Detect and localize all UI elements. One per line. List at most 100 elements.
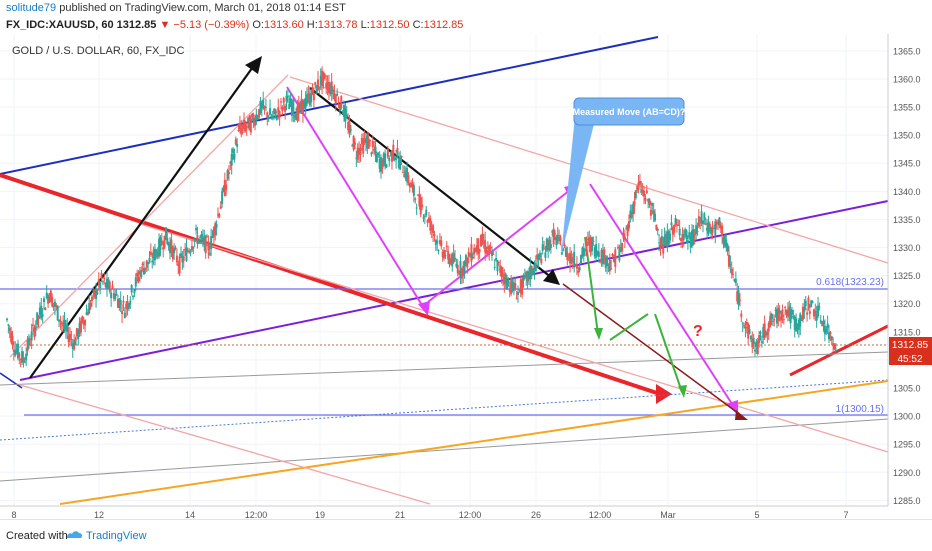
candle-body [389,152,392,154]
candle-body [374,146,377,154]
candle-body [136,272,139,277]
candle-body [725,239,728,248]
candle-body [33,327,36,337]
black-arrow-up[interactable] [29,63,256,379]
pink-channel-left[interactable] [9,74,289,358]
pink-channel-lower[interactable] [19,384,431,505]
candle-body [63,319,66,330]
candle-body [515,298,518,300]
candle-body [723,235,726,247]
maroon-projection[interactable] [562,283,743,417]
candle-body [171,246,174,260]
candle-body [552,228,555,245]
candle-body [206,236,209,238]
candle-body [506,280,509,290]
magenta-leg-1[interactable] [286,86,426,311]
candle-body [173,248,176,254]
candle-body [79,320,82,333]
pink-channel-mid[interactable] [139,223,889,453]
candle-body [144,267,147,270]
candle-body [241,124,244,128]
candle-body [311,86,314,95]
candle-body [121,311,124,315]
candle-body [675,223,678,226]
candle-body [800,320,803,322]
candle-body [293,114,296,118]
candle-body [481,233,484,243]
black-arrow-down[interactable] [309,87,553,279]
countdown-badge: 45:52 [889,351,932,365]
time-tick-label: 5 [754,510,759,519]
candle-body [748,329,751,334]
author-link[interactable]: solitude79 [6,2,57,14]
candle-body [253,121,256,126]
candle-body [618,249,621,261]
candle-body [612,258,615,262]
time-tick-label: 8 [11,510,16,519]
purple-trendline[interactable] [19,200,889,381]
candle-body [162,247,165,250]
candle-body [15,349,18,352]
price-tick-label: 1285.0 [893,496,921,506]
time-tick-label: 7 [843,510,848,519]
candle-body [475,245,478,253]
candle-body [384,153,387,167]
red-short-line[interactable] [789,324,889,377]
candle-body [203,236,206,245]
blue-dotted-line[interactable] [0,379,889,441]
candle-body [470,244,473,262]
candle-body [297,102,300,114]
candle-body [801,306,804,320]
lower-blue-segment[interactable] [0,372,23,389]
candle-body [544,252,547,258]
candle-body [525,271,528,279]
candle-body [248,116,251,131]
candle-body [578,267,581,271]
time-axis[interactable]: 8 12 14 12:00 19 21 12:00 26 12:00 Mar 5 7 [11,510,848,519]
candle-body [397,159,400,168]
candle-body [655,224,658,230]
magenta-leg-2[interactable] [427,189,571,303]
candle-body [316,79,319,90]
candle-body [488,245,491,255]
candle-body [754,349,757,352]
magenta-leg-3[interactable] [589,183,735,408]
candle-body [663,236,666,246]
candle-body [644,197,647,201]
grey-line-1[interactable] [0,351,889,386]
candle-body [116,299,119,308]
candle-body [660,236,663,248]
tradingview-link[interactable]: TradingView [86,530,147,542]
candle-body [770,314,773,319]
red-trendline[interactable] [0,173,667,398]
orange-trendline[interactable] [59,380,889,505]
green-leg-3[interactable] [654,313,683,393]
candle-body [399,156,402,170]
price-chart[interactable]: GOLD / U.S. DOLLAR, 60, FX_IDC [0,34,932,519]
candle-body [129,300,132,305]
grey-line-2[interactable] [0,418,889,482]
upper-blue-trendline[interactable] [0,36,659,175]
candle-body [52,302,55,305]
candle-body [88,302,91,314]
candle-body [308,93,311,105]
candle-body [626,225,629,236]
candle-body [111,285,114,290]
candle-body [218,213,221,217]
green-leg-1[interactable] [584,236,599,335]
candle-body [632,204,635,215]
low-label: L: [360,19,370,31]
candle-body [184,248,187,251]
candle-body [832,343,835,347]
candle-body [92,290,95,292]
candle-body [786,310,789,317]
pink-channel-upper[interactable] [289,76,889,264]
symbol-label[interactable]: FX_IDC:XAUUSD, 60 [6,19,114,31]
candle-body [559,236,562,242]
measured-move-callout[interactable]: Measured Move (AB=CD)? [561,97,685,256]
green-leg-2[interactable] [609,313,649,341]
candle-body [42,298,45,303]
candle-body [647,199,650,202]
candle-body [686,240,689,243]
price-axis[interactable]: 1285.01290.01295.01300.01305.01310.01315… [893,46,921,506]
